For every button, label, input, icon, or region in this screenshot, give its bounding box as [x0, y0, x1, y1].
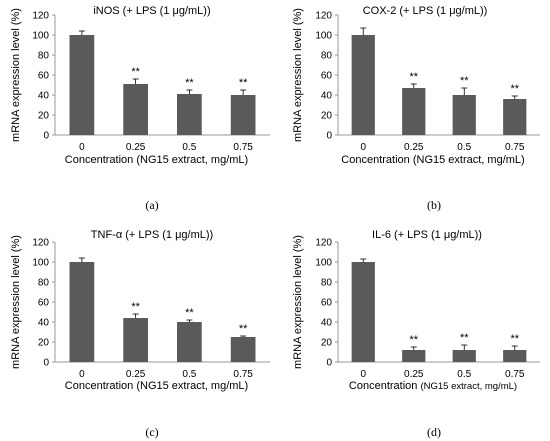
panel-label: (c)	[145, 425, 158, 439]
chart-title: iNOS (+ LPS (1 μg/mL))	[93, 5, 210, 17]
y-tick-label: 20	[38, 111, 50, 122]
y-axis-label: mRNA expression level (%)	[10, 235, 22, 369]
significance-label: **	[239, 77, 248, 89]
y-tick-label: 120	[32, 238, 49, 249]
significance-label: **	[460, 75, 469, 87]
bar	[503, 99, 527, 135]
x-tick-label: 0	[360, 369, 366, 380]
bar	[402, 88, 426, 135]
x-tick-label: 0.75	[505, 142, 525, 153]
y-tick-label: 60	[321, 71, 333, 82]
chart-title: IL-6 (+ LPS (1 μg/mL))	[372, 229, 482, 241]
significance-label: **	[460, 332, 469, 344]
x-tick-label: 0	[79, 369, 85, 380]
chart-title: TNF-α (+ LPS (1 μg/mL))	[91, 229, 213, 241]
significance-label: **	[510, 83, 519, 95]
significance-label: **	[131, 301, 140, 313]
y-tick-label: 40	[321, 91, 333, 102]
y-tick-label: 120	[32, 11, 49, 22]
x-tick-label: 0.5	[182, 369, 196, 380]
y-tick-label: 40	[38, 318, 50, 329]
x-axis-label: Concentration (NG15 extract, mg/mL)	[65, 380, 248, 392]
significance-label: **	[185, 307, 194, 319]
y-tick-label: 100	[315, 31, 332, 42]
significance-label: **	[131, 66, 140, 78]
chart-panel-3: 0 20 40 60 80 100 120 0 ** 0.25 ** 0.5 ** 0.75 TNF-α (…	[10, 229, 270, 439]
y-axis-label: mRNA expression level (%)	[292, 235, 304, 369]
y-tick-label: 60	[38, 71, 50, 82]
bar	[177, 322, 202, 362]
y-tick-label: 0	[326, 358, 332, 369]
y-tick-label: 80	[321, 278, 333, 289]
y-tick-label: 0	[43, 358, 49, 369]
panel-label: (a)	[145, 198, 158, 212]
y-tick-label: 40	[321, 318, 333, 329]
significance-label: **	[239, 323, 248, 335]
bar	[230, 337, 256, 362]
y-axis-label: mRNA expression level (%)	[10, 8, 22, 142]
bar	[123, 318, 148, 362]
chart-panel-4: 0 20 40 60 80 100 120 0 ** 0.25 ** 0.5 ** 0.75 IL-6 (+…	[292, 229, 540, 439]
y-tick-label: 80	[38, 278, 50, 289]
y-tick-label: 20	[321, 338, 333, 349]
y-tick-label: 60	[321, 298, 333, 309]
bar	[503, 350, 527, 362]
y-tick-label: 100	[32, 258, 49, 269]
significance-label: **	[409, 71, 418, 83]
chart-panel-2: 0 20 40 60 80 100 120 0 ** 0.25 ** 0.5 ** 0.75 COX-2 (…	[292, 5, 540, 212]
bar	[351, 262, 375, 362]
x-tick-label: 0.5	[182, 142, 196, 153]
x-tick-label: 0.25	[404, 142, 424, 153]
panel-label: (b)	[427, 198, 441, 212]
x-tick-label: 0.75	[233, 369, 253, 380]
bar	[123, 84, 148, 135]
bar	[402, 350, 426, 362]
x-axis-label: Concentration (NG15 extract, mg/mL)	[65, 154, 248, 166]
panel-label: (d)	[427, 425, 441, 439]
x-tick-label: 0.25	[404, 369, 424, 380]
significance-label: **	[185, 77, 194, 89]
y-tick-label: 100	[315, 258, 332, 269]
x-axis-label: Concentration (NG15 extract, mg/mL)	[341, 154, 524, 166]
y-axis-label: mRNA expression level (%)	[292, 8, 304, 142]
bar	[230, 95, 256, 135]
y-tick-label: 0	[326, 131, 332, 142]
y-tick-label: 80	[321, 51, 333, 62]
y-tick-label: 100	[32, 31, 49, 42]
y-tick-label: 0	[43, 131, 49, 142]
x-tick-label: 0.5	[457, 142, 471, 153]
y-tick-label: 20	[38, 338, 50, 349]
bar	[452, 350, 476, 362]
bar	[69, 35, 95, 135]
chart-panel-1: 0 20 40 60 80 100 120 0 ** 0.25 ** 0.5 ** 0.75 iNOS (+…	[10, 5, 270, 212]
x-tick-label: 0.75	[505, 369, 525, 380]
x-tick-label: 0.25	[126, 369, 146, 380]
x-tick-label: 0	[360, 142, 366, 153]
y-tick-label: 80	[38, 51, 50, 62]
bar	[452, 95, 476, 135]
x-axis-label-part: (NG15 extract, mg/mL)	[420, 381, 517, 392]
x-axis-label: Concentration (NG15 extract, mg/mL)	[349, 380, 517, 392]
y-tick-label: 120	[315, 238, 332, 249]
x-tick-label: 0	[79, 142, 85, 153]
bar	[177, 94, 202, 135]
y-tick-label: 40	[38, 91, 50, 102]
y-tick-label: 120	[315, 11, 332, 22]
significance-label: **	[510, 333, 519, 345]
chart-title: COX-2 (+ LPS (1 μg/mL))	[363, 5, 488, 17]
x-tick-label: 0.5	[457, 369, 471, 380]
bar	[69, 262, 95, 362]
x-axis-label-part: Concentration	[349, 380, 421, 392]
x-tick-label: 0.75	[233, 142, 253, 153]
y-tick-label: 60	[38, 298, 50, 309]
significance-label: **	[409, 334, 418, 346]
x-tick-label: 0.25	[126, 142, 146, 153]
y-tick-label: 20	[321, 111, 333, 122]
bar	[351, 35, 375, 135]
